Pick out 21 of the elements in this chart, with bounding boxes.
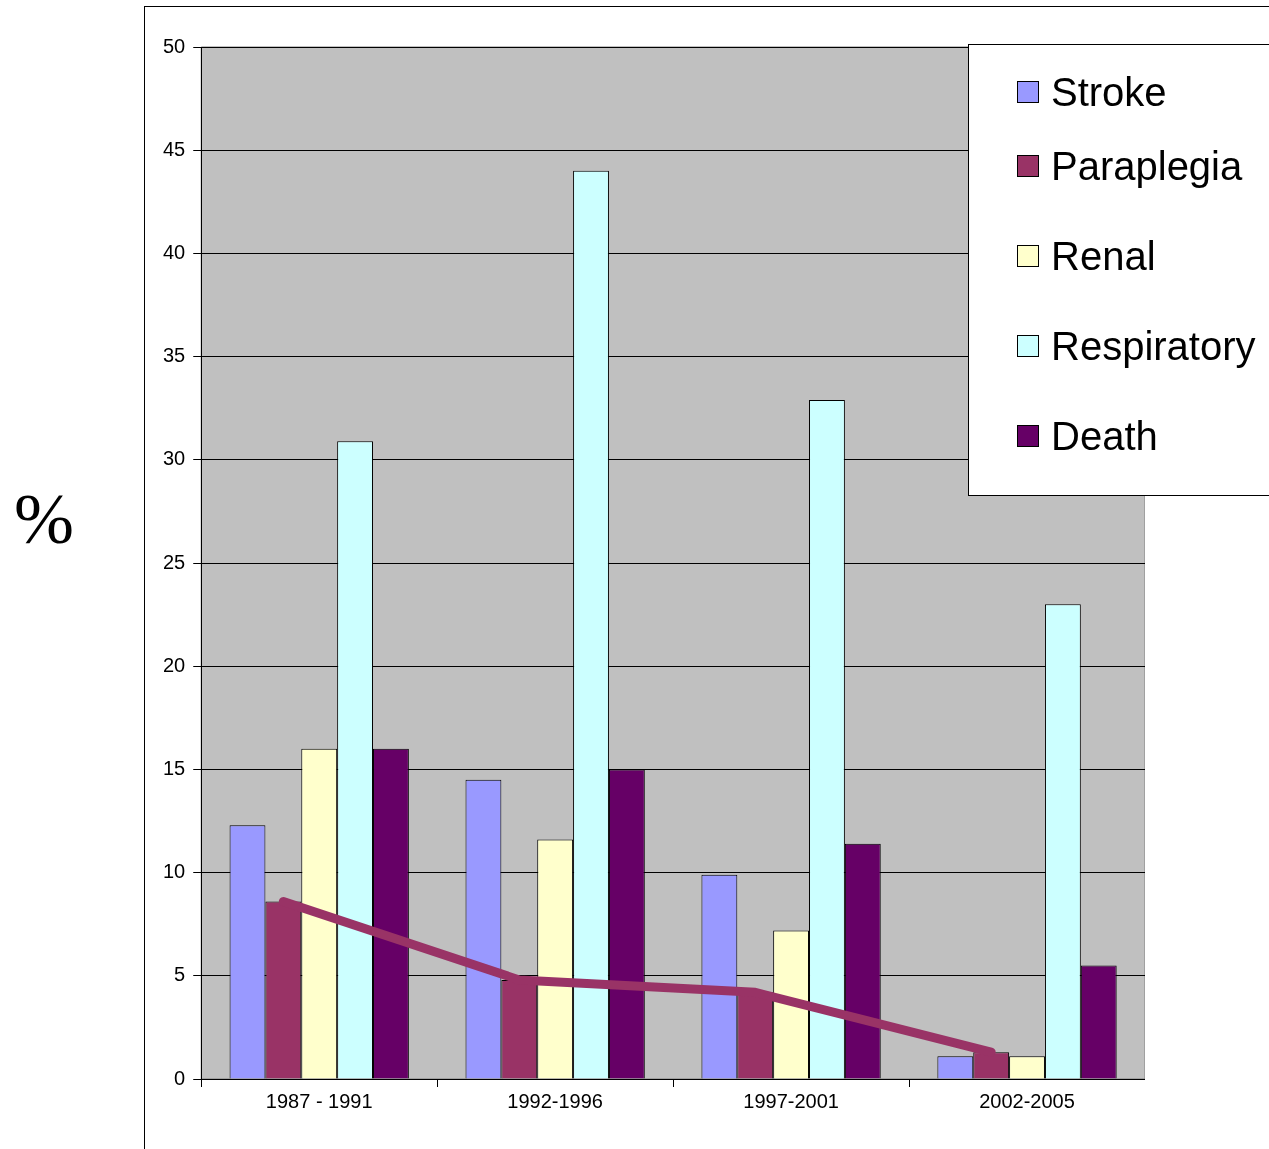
y-tick-label: 45 xyxy=(163,137,186,160)
x-tick-label: 1987 - 1991 xyxy=(265,1089,373,1112)
legend-label: Paraplegia xyxy=(1051,143,1243,189)
y-tick-label: 50 xyxy=(163,34,186,57)
y-axis-title: % xyxy=(14,478,74,561)
y-tick-label: 30 xyxy=(163,447,186,470)
legend-label: Respiratory xyxy=(1051,323,1256,369)
x-tick-label: 1992-1996 xyxy=(507,1089,603,1112)
y-tick-label: 25 xyxy=(163,550,186,573)
y-tick-label: 5 xyxy=(174,963,186,986)
legend-label: Death xyxy=(1051,413,1158,459)
y-tick-label: 20 xyxy=(163,653,186,676)
y-tick-label: 10 xyxy=(163,860,186,883)
legend-label: Renal xyxy=(1051,233,1156,279)
x-tick-label: 1997-2001 xyxy=(743,1089,839,1112)
legend-label: Stroke xyxy=(1051,69,1167,115)
y-tick-label: 15 xyxy=(163,756,186,779)
y-tick-label: 0 xyxy=(174,1066,186,1089)
y-tick-label: 40 xyxy=(163,240,186,263)
x-tick-label: 2002-2005 xyxy=(979,1089,1075,1112)
y-tick-label: 35 xyxy=(163,344,186,367)
